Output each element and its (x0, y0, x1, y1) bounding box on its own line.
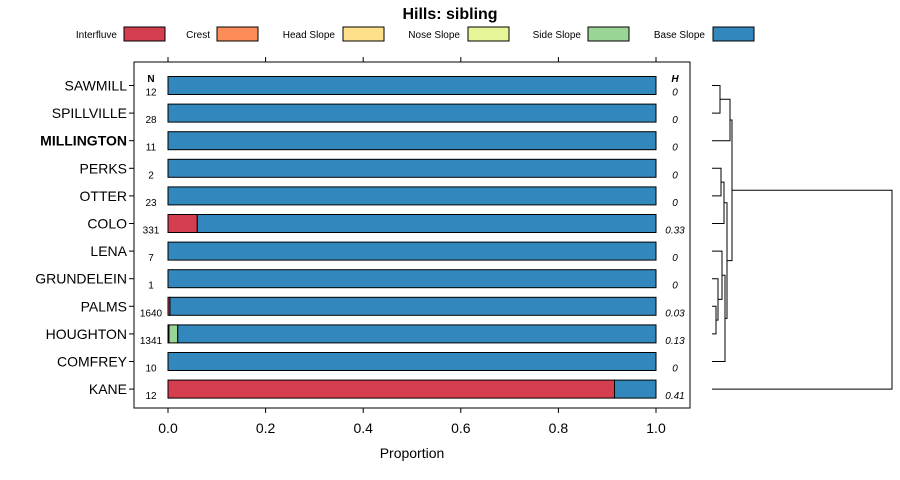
bar-colo-base-slope (196, 214, 657, 233)
h-value-lena: 0 (672, 253, 678, 264)
dendrogram-branch (712, 305, 717, 335)
category-label-otter: OTTER (80, 188, 127, 204)
bar-houghton-side-slope (168, 324, 179, 344)
n-value-millington: 11 (146, 143, 157, 154)
category-label-kane: KANE (89, 381, 127, 397)
chart-title: Hills: sibling (402, 6, 497, 23)
plot-frame (133, 61, 691, 409)
x-tick-label: 0.8 (549, 420, 569, 436)
n-value-houghton: 1341 (140, 336, 163, 347)
category-label-palms: PALMS (81, 298, 127, 314)
n-value-grundelein: 1 (148, 281, 154, 292)
bar-perks-base-slope (167, 158, 657, 178)
category-label-perks: PERKS (80, 160, 127, 176)
dendrogram-branch (712, 85, 721, 114)
bar-colo-interfluve (167, 214, 198, 233)
category-label-houghton: HOUGHTON (46, 326, 127, 342)
dendrogram-branch (712, 98, 731, 142)
category-label-millington: MILLINGTON (40, 133, 127, 149)
legend-label-crest: Crest (186, 30, 210, 41)
bar-otter-base-slope (167, 186, 657, 206)
legend-swatch-crest (216, 26, 259, 42)
h-value-spillville: 0 (672, 115, 678, 126)
h-value-grundelein: 0 (672, 281, 678, 292)
h-value-sawmill: 0 (672, 88, 678, 99)
n-value-perks: 2 (148, 170, 154, 181)
bar-palms-base-slope (169, 296, 657, 316)
bar-grundelein-base-slope (167, 269, 657, 289)
bar-kane-base-slope (614, 379, 657, 399)
category-label-comfrey: COMFREY (57, 354, 128, 370)
bar-houghton-base-slope (177, 324, 657, 344)
legend-label-nose-slope: Nose Slope (408, 30, 460, 41)
bar-kane-interfluve (167, 379, 616, 399)
bar-sawmill-base-slope (167, 76, 657, 95)
x-axis-label: Proportion (380, 445, 445, 461)
dendrogram-branch (712, 250, 723, 300)
legend: Interfluve Crest Head Slope Nose Slope Side … (76, 26, 755, 42)
n-value-colo: 331 (143, 226, 160, 237)
legend-label-base-slope: Base Slope (654, 30, 706, 41)
n-column-header: N (147, 74, 154, 85)
legend-label-interfluve: Interfluve (76, 30, 118, 41)
category-label-colo: COLO (87, 216, 127, 232)
h-value-colo: 0.33 (665, 226, 685, 237)
category-label-lena: LENA (90, 243, 127, 259)
dendrogram-branch (712, 167, 722, 197)
dendrogram-branch (712, 189, 893, 390)
legend-swatch-side-slope (587, 26, 630, 42)
legend-label-head-slope: Head Slope (283, 30, 336, 41)
n-value-palms: 1640 (140, 308, 163, 319)
dendrogram (712, 85, 893, 390)
x-tick-label: 1.0 (646, 420, 666, 436)
n-value-spillville: 28 (145, 115, 157, 126)
h-value-otter: 0 (672, 198, 678, 209)
legend-swatch-head-slope (342, 26, 385, 42)
bar-comfrey-base-slope (167, 352, 657, 371)
x-tick-label: 0.2 (256, 420, 276, 436)
n-value-kane: 12 (145, 391, 157, 402)
legend-label-side-slope: Side Slope (533, 30, 582, 41)
x-tick-label: 0.0 (158, 420, 178, 436)
legend-swatch-nose-slope (467, 26, 510, 42)
h-value-houghton: 0.13 (665, 336, 685, 347)
h-value-kane: 0.41 (665, 391, 684, 402)
dendrogram-branch (712, 278, 719, 321)
bar-spillville-base-slope (167, 103, 657, 123)
n-value-sawmill: 12 (145, 88, 157, 99)
n-value-lena: 7 (148, 253, 154, 264)
h-value-palms: 0.03 (665, 308, 685, 319)
n-value-comfrey: 10 (145, 364, 157, 375)
x-tick-label: 0.4 (353, 420, 373, 436)
h-value-comfrey: 0 (672, 364, 678, 375)
dendrogram-branch (712, 181, 725, 224)
category-label-spillville: SPILLVILLE (52, 105, 127, 121)
bar-lena-base-slope (167, 241, 657, 261)
legend-swatch-interfluve (123, 26, 166, 42)
h-value-millington: 0 (672, 143, 678, 154)
x-tick-label: 0.6 (451, 420, 471, 436)
n-value-otter: 23 (145, 198, 157, 209)
legend-swatch-base-slope (712, 26, 755, 42)
bar-millington-base-slope (167, 131, 657, 151)
h-value-perks: 0 (672, 170, 678, 181)
category-label-sawmill: SAWMILL (65, 78, 128, 94)
h-column-header: H (671, 74, 679, 85)
category-label-grundelein: GRUNDELEIN (35, 271, 127, 287)
